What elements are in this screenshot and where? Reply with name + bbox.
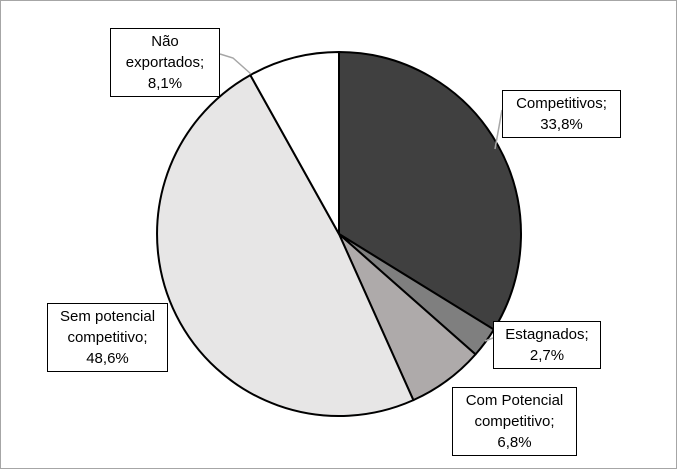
- pie-slices: [156, 51, 522, 417]
- callout-line: Competitivos;: [516, 95, 607, 112]
- callout-estagnados: Estagnados; 2,7%: [493, 321, 601, 369]
- callout-line: Sem potencial: [59, 308, 156, 325]
- callout-line: 8,1%: [147, 75, 183, 92]
- callout-competitivos: Competitivos; 33,8%: [502, 90, 621, 138]
- pie-slice-sem-potencial-competitivo: [156, 74, 415, 417]
- callout-line: competitivo;: [474, 413, 555, 430]
- callout-line: Com Potencial: [465, 392, 564, 409]
- pie-slice-n-o-exportados: [249, 51, 340, 235]
- callout-line: 2,7%: [529, 347, 565, 364]
- leader-competitivos: [494, 109, 503, 150]
- callout-line: Não: [151, 33, 179, 50]
- leader-lines: [219, 53, 503, 342]
- callout-line: exportados;: [125, 54, 205, 71]
- leader-estagnados: [484, 337, 494, 342]
- leader-nao-exportados: [219, 53, 252, 75]
- callout-line: competitivo;: [67, 329, 148, 346]
- callout-line: 48,6%: [86, 350, 129, 367]
- callout-sem-potencial: Sem potencial competitivo; 48,6%: [47, 303, 168, 372]
- callout-line: 6,8%: [497, 434, 532, 451]
- callout-line: 33,8%: [540, 116, 583, 133]
- callout-nao-exportados: Não exportados; 8,1%: [110, 28, 220, 97]
- callout-com-potencial: Com Potencial competitivo; 6,8%: [452, 387, 577, 456]
- pie-slice-competitivos: [338, 51, 522, 331]
- callout-line: Estagnados;: [505, 326, 589, 343]
